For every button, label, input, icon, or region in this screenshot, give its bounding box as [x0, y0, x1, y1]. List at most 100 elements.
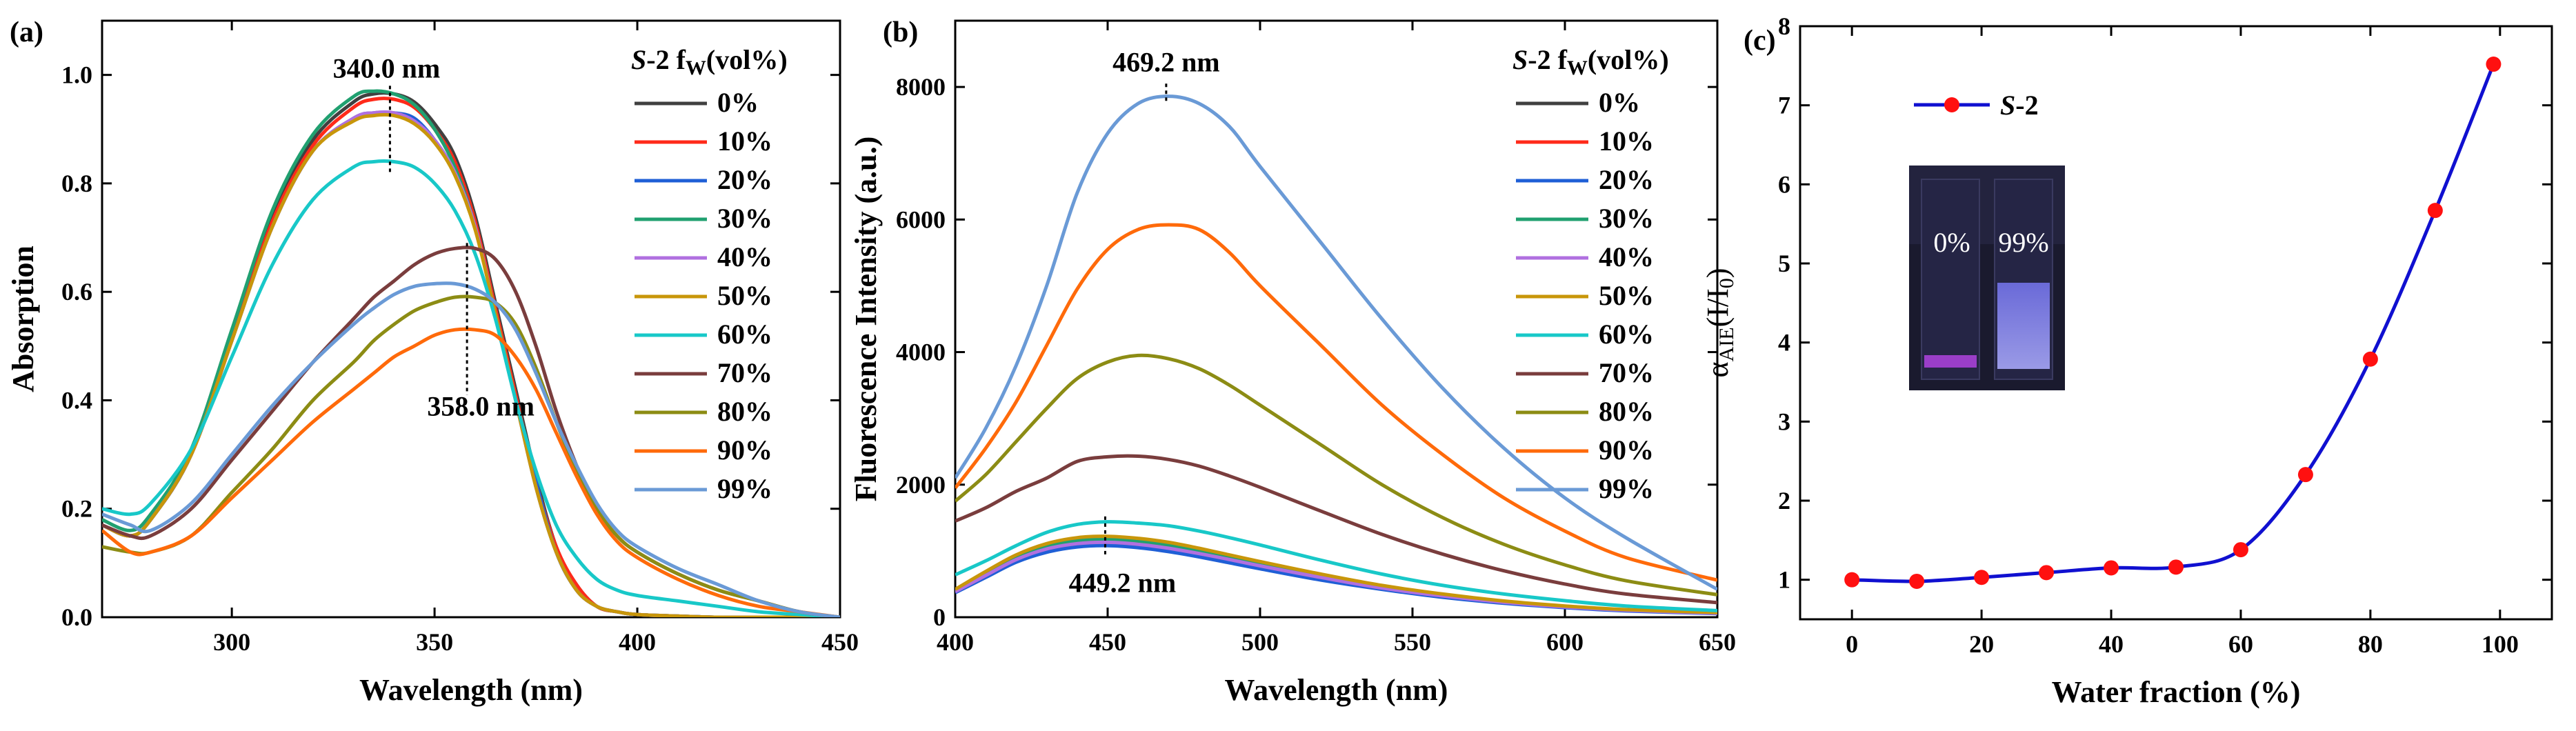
series-line-60pct	[102, 159, 840, 617]
legend-entry: 30%	[717, 203, 772, 234]
vial-right-liquid	[1997, 283, 2050, 369]
data-point	[2104, 560, 2119, 576]
panel-label: (b)	[883, 17, 918, 48]
legend-entry: 40%	[717, 241, 772, 272]
x-tick-label: 500	[1241, 628, 1279, 656]
y-tick-label: 3	[1778, 408, 1790, 435]
legend-entry: 20%	[717, 164, 772, 195]
x-tick-label: 0	[1846, 630, 1858, 658]
inset-label-0: 0%	[1933, 227, 1970, 258]
x-tick-label: 100	[2482, 630, 2519, 658]
y-tick-label: 1	[1778, 566, 1790, 594]
legend-title-rest: -2 f	[1528, 44, 1567, 75]
legend-entry-italic: S	[2000, 90, 2015, 121]
data-point	[2427, 203, 2443, 219]
panel-label: (a)	[10, 17, 43, 48]
plot-frame	[954, 19, 1719, 619]
legend-entry: 90%	[1599, 434, 1654, 465]
series-line-60pct	[955, 520, 1717, 612]
inset-label-99: 99%	[1998, 227, 2048, 258]
panel-label: (c)	[1744, 25, 1776, 57]
y-tick-label: 2	[1778, 487, 1790, 514]
y-tick-label: 0.2	[61, 495, 92, 523]
x-tick-label: 20	[1969, 630, 1994, 658]
legend-entry: 20%	[1599, 164, 1654, 195]
x-tick-label: 450	[821, 628, 859, 656]
y-axis-label-open: (I/I	[1701, 288, 1735, 327]
y-axis-label-close: )	[1701, 268, 1735, 279]
data-point	[2297, 467, 2313, 483]
data-point	[2233, 542, 2248, 558]
y-tick-label: 0.6	[61, 278, 92, 306]
series-group	[102, 89, 840, 617]
series-line-90pct	[955, 223, 1717, 582]
legend-title-sub: W	[686, 57, 706, 79]
legend-entry: 10%	[1599, 126, 1654, 157]
x-axis-label: Wavelength (nm)	[1225, 673, 1448, 707]
data-point	[2168, 559, 2184, 575]
legend-title-rest: -2 f	[646, 44, 686, 75]
panel-a: 300 350 400 450 0.0 0.2 0.4 0.6 0.8 1.0 (a) Wavelen…	[6, 17, 859, 707]
x-tick-label: 40	[2099, 630, 2124, 658]
legend-entry: 60%	[717, 319, 772, 350]
data-point	[1844, 572, 1860, 588]
legend-entry: 70%	[1599, 357, 1654, 388]
y-tick-label: 8000	[896, 73, 946, 101]
x-tick-label: 600	[1546, 628, 1584, 656]
plot-frame	[1799, 25, 2553, 621]
series-line-50pct	[102, 112, 840, 617]
y-tick-label: 8	[1778, 12, 1790, 40]
legend-entry: 90%	[717, 434, 772, 465]
series-line-99pct	[955, 94, 1717, 591]
vial-left	[1921, 179, 1980, 380]
y-tick-label: 7	[1778, 92, 1790, 119]
data-point	[2039, 565, 2055, 581]
legend-title-tail: (vol%)	[1588, 44, 1669, 75]
x-tick-label: 450	[1089, 628, 1126, 656]
x-tick-label: 350	[416, 628, 453, 656]
y-axis-label: Fluorescence Intensity (a.u.)	[849, 137, 883, 502]
legend-entry: 0%	[717, 87, 759, 118]
legend-title: S-2 fW(vol%)	[631, 44, 788, 79]
data-point	[1974, 570, 1990, 585]
series-line-90pct	[102, 327, 840, 617]
inset-photo: 0% 99%	[1909, 166, 2065, 390]
y-tick-label: 0.4	[61, 386, 92, 414]
legend-entry: 50%	[1599, 280, 1654, 311]
legend-title-italic: S	[1512, 44, 1528, 75]
legend-entry: 50%	[717, 280, 772, 311]
annotation-label: 469.2 nm	[1112, 46, 1220, 77]
series-line-80pct	[102, 294, 840, 617]
x-tick-label: 650	[1699, 628, 1736, 656]
x-tick-label: 60	[2228, 630, 2253, 658]
y-tick-label: 1.0	[61, 61, 92, 89]
legend-title-italic: S	[631, 44, 646, 75]
plot-frame	[101, 19, 841, 619]
data-point	[2486, 57, 2502, 72]
annotation-label: 358.0 nm	[427, 391, 535, 422]
y-axis-label-sub2: 0	[1715, 278, 1738, 288]
y-axis-label-main: α	[1701, 361, 1735, 377]
legend-title: S-2 fW(vol%)	[1512, 44, 1669, 79]
y-axis-label-sub: AIE	[1715, 327, 1738, 361]
panel-c: 0 20 40 60 80 100 1 2 3 4 5 6 7 8(c) Water fraction (%…	[1701, 12, 2553, 709]
legend-entry: 80%	[717, 396, 772, 427]
y-axis-label: αAIE(I/I0)	[1701, 268, 1738, 378]
vial-left-liquid	[1924, 355, 1977, 368]
x-tick-label: 400	[937, 628, 974, 656]
x-axis-label: Water fraction (%)	[2052, 675, 2301, 709]
data-point	[2362, 351, 2378, 367]
legend-entry: 70%	[717, 357, 772, 388]
y-tick-label: 6	[1778, 170, 1790, 198]
x-tick-label: 400	[619, 628, 656, 656]
legend-entry: 10%	[717, 126, 772, 157]
legend-entry: S-2	[2000, 90, 2039, 121]
legend-title-sub: W	[1567, 57, 1588, 79]
legend-entry: 40%	[1599, 241, 1654, 272]
annotation-label: 449.2 nm	[1069, 568, 1177, 599]
legend-entry: 30%	[1599, 203, 1654, 234]
y-tick-label: 0.8	[61, 170, 92, 197]
x-tick-label: 300	[213, 628, 250, 656]
